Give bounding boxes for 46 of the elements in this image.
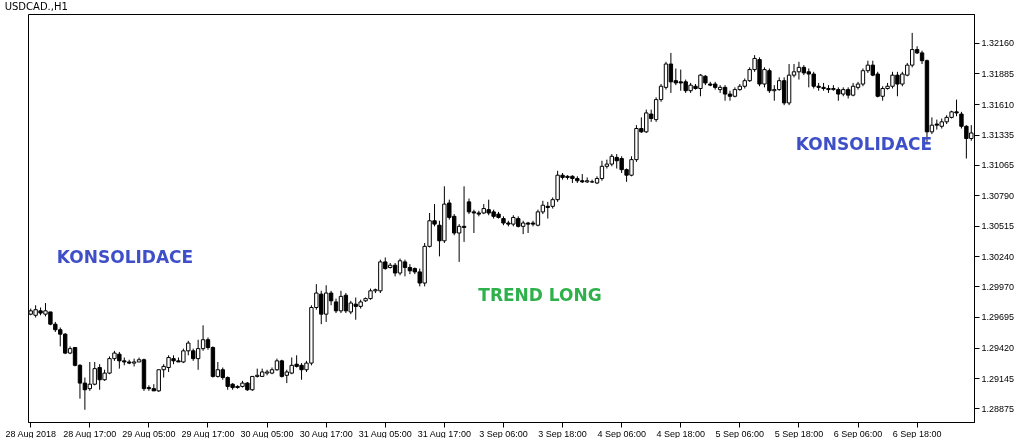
- y-tick-label: 1.32160: [981, 38, 1015, 49]
- x-tick-label: 31 Aug 17:00: [417, 428, 471, 438]
- candlestick: [525, 221, 531, 234]
- candlestick: [722, 84, 728, 102]
- x-tick-label: 30 Aug 17:00: [299, 428, 353, 438]
- candlestick: [668, 52, 674, 94]
- y-tick-label: 1.31065: [981, 160, 1015, 171]
- y-tick-label: 1.29420: [981, 343, 1015, 354]
- candlestick: [717, 84, 723, 94]
- annotation: KONSOLIDACE: [795, 134, 933, 154]
- chart-title: USDCAD.,H1: [4, 1, 68, 12]
- x-tick-label: 28 Aug 2018: [5, 428, 56, 438]
- x-tick-label: 6 Sep 06:00: [833, 428, 883, 438]
- x-tick-label: 4 Sep 18:00: [656, 428, 706, 438]
- y-tick-label: 1.28875: [981, 403, 1015, 414]
- x-tick-label: 3 Sep 18:00: [538, 428, 587, 438]
- candlestick: [338, 290, 344, 314]
- annotation: TREND LONG: [478, 285, 602, 305]
- candlestick: [195, 339, 201, 371]
- annotation: KONSOLIDACE: [56, 247, 194, 267]
- x-tick-label: 28 Aug 17:00: [63, 428, 117, 438]
- y-tick-label: 1.30790: [981, 190, 1015, 201]
- y-tick-label: 1.30240: [981, 251, 1015, 262]
- candlestick: [402, 259, 408, 277]
- x-tick-label: 31 Aug 05:00: [358, 428, 412, 438]
- x-tick-label: 30 Aug 05:00: [240, 428, 294, 438]
- x-tick-label: 3 Sep 06:00: [479, 428, 528, 438]
- x-tick-label: 5 Sep 18:00: [774, 428, 824, 438]
- y-tick-label: 1.31610: [981, 99, 1015, 110]
- y-tick-label: 1.31335: [981, 130, 1015, 141]
- candlestick: [323, 284, 329, 323]
- x-tick-label: 29 Aug 05:00: [122, 428, 176, 438]
- candlestick: [131, 358, 137, 367]
- y-tick-label: 1.29970: [981, 281, 1015, 292]
- y-tick-label: 1.30515: [981, 221, 1015, 232]
- candlestick: [781, 76, 787, 106]
- candlestick: [461, 185, 467, 243]
- candlestick: [599, 160, 605, 182]
- x-tick-label: 6 Sep 18:00: [892, 428, 942, 438]
- x-tick-label: 4 Sep 06:00: [597, 428, 646, 438]
- candlestick: [727, 90, 733, 102]
- y-tick-label: 1.29145: [981, 373, 1015, 384]
- y-tick-label: 1.29695: [981, 312, 1015, 323]
- x-tick-label: 5 Sep 06:00: [715, 428, 765, 438]
- x-tick-label: 29 Aug 17:00: [181, 428, 235, 438]
- y-tick-label: 1.31885: [981, 68, 1015, 79]
